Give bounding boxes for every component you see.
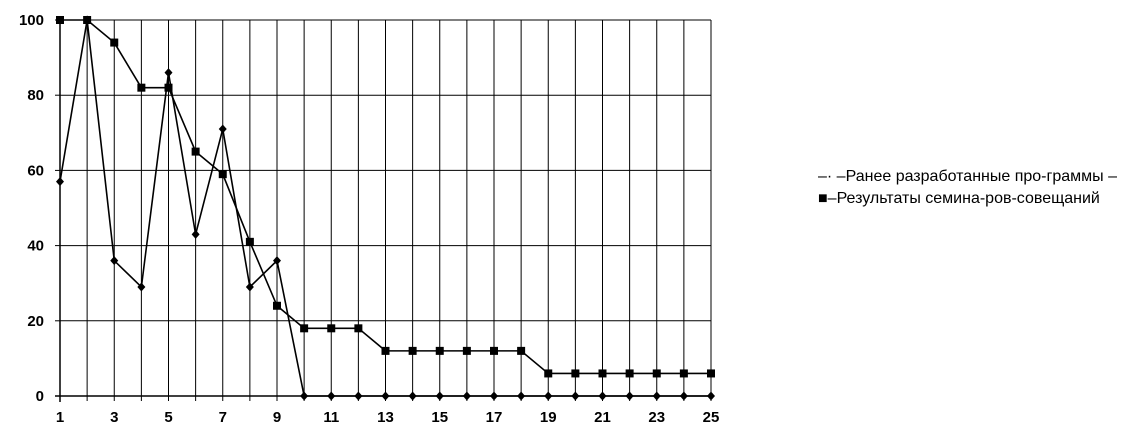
data-point-diamond bbox=[571, 391, 580, 401]
legend-text: –· –Ранее разработанные про-граммы –■–Ре… bbox=[818, 168, 1117, 207]
data-point-diamond bbox=[273, 256, 281, 266]
x-tick-label: 19 bbox=[540, 409, 557, 426]
data-point-diamond bbox=[707, 391, 715, 401]
data-point-square bbox=[245, 237, 254, 246]
data-point-diamond bbox=[191, 229, 200, 239]
data-point-diamond bbox=[245, 282, 254, 292]
x-tick-label: 1 bbox=[56, 409, 64, 426]
data-point-square bbox=[625, 369, 634, 378]
data-point-diamond bbox=[462, 391, 471, 401]
legend: –· –Ранее разработанные про-граммы –■–Ре… bbox=[818, 166, 1118, 210]
data-point-square bbox=[598, 369, 607, 378]
data-point-square bbox=[679, 369, 688, 378]
data-point-square bbox=[137, 83, 146, 92]
data-point-diamond bbox=[652, 391, 661, 401]
x-tick-label: 11 bbox=[323, 409, 339, 426]
data-point-square bbox=[164, 83, 173, 92]
data-point-square bbox=[327, 324, 336, 333]
data-point-diamond bbox=[625, 391, 634, 401]
data-point-square bbox=[707, 369, 715, 378]
y-tick-label: 80 bbox=[27, 87, 44, 104]
data-point-diamond bbox=[381, 391, 390, 401]
x-tick-label: 13 bbox=[377, 409, 394, 426]
data-point-diamond bbox=[679, 391, 688, 401]
x-tick-label: 17 bbox=[486, 409, 503, 426]
grid bbox=[60, 19, 712, 397]
data-point-square bbox=[652, 369, 661, 378]
data-point-square bbox=[56, 16, 64, 24]
data-point-diamond bbox=[300, 391, 309, 401]
data-point-square bbox=[354, 324, 363, 333]
data-point-square bbox=[490, 346, 498, 355]
data-point-square bbox=[273, 301, 281, 310]
data-point-diamond bbox=[517, 391, 526, 401]
data-point-diamond bbox=[110, 256, 119, 266]
data-point-diamond bbox=[218, 124, 227, 134]
y-tick-label: 100 bbox=[19, 12, 44, 29]
x-tick-label: 7 bbox=[219, 409, 227, 426]
y-tick-label: 0 bbox=[36, 388, 44, 405]
x-tick-label: 9 bbox=[273, 409, 281, 426]
x-tick-label: 23 bbox=[648, 409, 665, 426]
data-point-diamond bbox=[435, 391, 444, 401]
x-tick-label: 25 bbox=[703, 409, 720, 426]
data-point-diamond bbox=[164, 68, 173, 78]
data-point-square bbox=[408, 346, 417, 355]
data-point-square bbox=[83, 16, 92, 24]
data-point-square bbox=[300, 324, 309, 333]
axes bbox=[55, 19, 712, 402]
data-point-square bbox=[110, 38, 119, 47]
x-tick-label: 5 bbox=[164, 409, 172, 426]
data-point-square bbox=[191, 147, 200, 156]
y-tick-label: 20 bbox=[27, 313, 44, 330]
data-point-square bbox=[544, 369, 553, 378]
data-point-square bbox=[462, 346, 471, 355]
x-tick-label: 3 bbox=[110, 409, 118, 426]
data-point-square bbox=[218, 170, 227, 179]
data-point-square bbox=[571, 369, 580, 378]
x-tick-label: 21 bbox=[594, 409, 611, 426]
data-point-diamond bbox=[327, 391, 336, 401]
data-point-square bbox=[517, 346, 526, 355]
x-tick-label: 15 bbox=[431, 409, 448, 426]
data-point-diamond bbox=[56, 177, 64, 187]
data-point-diamond bbox=[598, 391, 607, 401]
y-tick-label: 60 bbox=[27, 162, 44, 179]
data-point-diamond bbox=[137, 282, 146, 292]
data-point-diamond bbox=[544, 391, 553, 401]
data-point-diamond bbox=[490, 391, 498, 401]
data-point-diamond bbox=[408, 391, 417, 401]
series-group bbox=[56, 15, 715, 401]
y-tick-label: 40 bbox=[27, 238, 44, 255]
data-point-square bbox=[381, 346, 390, 355]
data-point-square bbox=[435, 346, 444, 355]
data-point-diamond bbox=[354, 391, 363, 401]
